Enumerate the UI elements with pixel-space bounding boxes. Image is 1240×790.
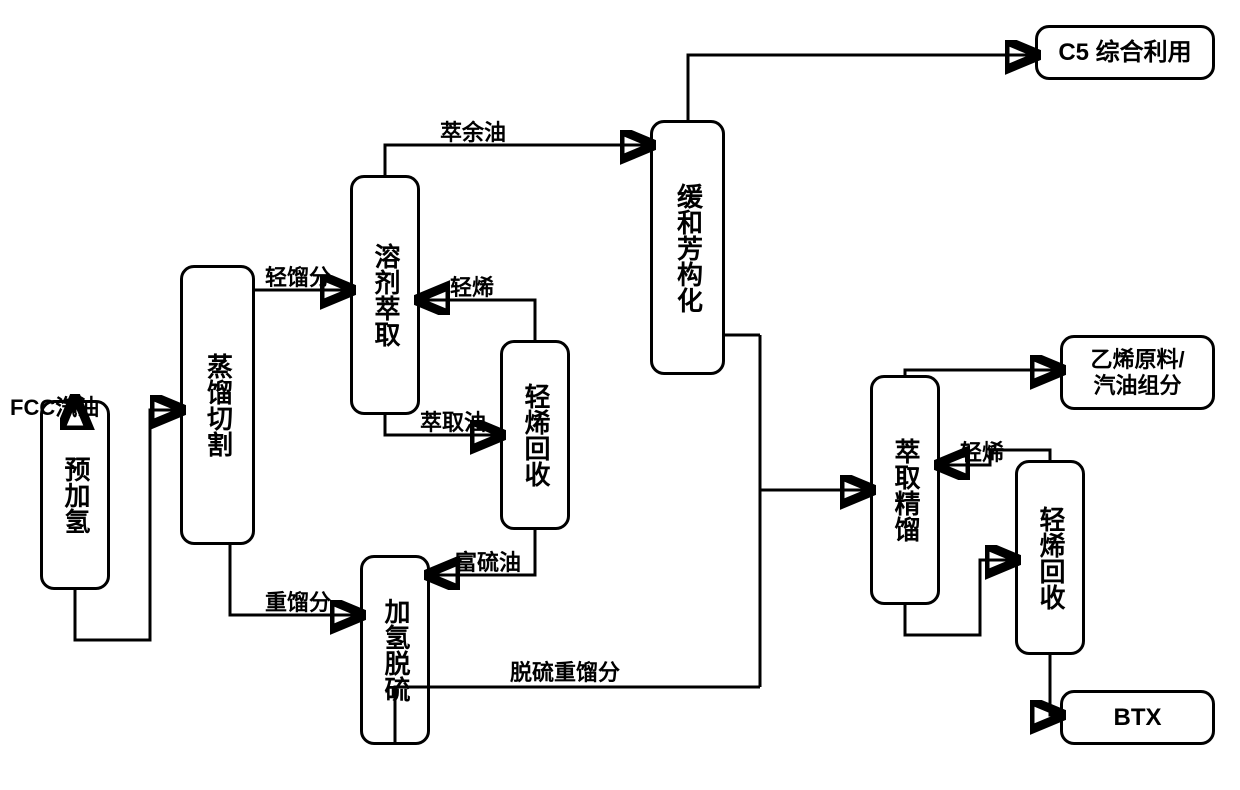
node-output-c5: C5 综合利用: [1035, 25, 1215, 80]
node-output-ethyl-label: 乙烯原料/ 汽油组分: [1090, 347, 1184, 398]
node-extdist-label: 萃取精馏: [890, 438, 920, 542]
node-mildarom: 缓和芳构化: [650, 120, 725, 375]
node-prehydro-label: 预加氢: [60, 456, 90, 534]
node-output-btx: BTX: [1060, 690, 1215, 745]
label-sulfur-oil: 富硫油: [455, 545, 521, 577]
label-raffinate: 萃余油: [440, 115, 506, 147]
node-hydrodes-label: 加氢脱硫: [380, 598, 410, 702]
label-light-olef2: 轻烯: [960, 435, 1004, 467]
node-distcut-label: 蒸馏切割: [203, 353, 233, 457]
node-lightrec2: 轻烯回收: [1015, 460, 1085, 655]
node-distcut: 蒸馏切割: [180, 265, 255, 545]
label-extract-oil: 萃取油: [420, 405, 486, 437]
node-output-btx-label: BTX: [1114, 704, 1162, 732]
node-solvext-label: 溶剂萃取: [370, 243, 400, 347]
node-lightrec1-label: 轻烯回收: [520, 383, 550, 487]
node-hydrodes: 加氢脱硫: [360, 555, 430, 745]
label-heavy-frac: 重馏分: [265, 585, 331, 617]
node-solvext: 溶剂萃取: [350, 175, 420, 415]
node-lightrec2-label: 轻烯回收: [1035, 506, 1065, 610]
label-input: FCC汽油: [10, 390, 99, 422]
node-output-c5-label: C5 综合利用: [1058, 39, 1191, 67]
label-light-olef1: 轻烯: [450, 270, 494, 302]
node-lightrec1: 轻烯回收: [500, 340, 570, 530]
label-desulf-heavy: 脱硫重馏分: [510, 655, 620, 687]
label-light-frac: 轻馏分: [265, 260, 331, 292]
node-output-ethyl: 乙烯原料/ 汽油组分: [1060, 335, 1215, 410]
node-extdist: 萃取精馏: [870, 375, 940, 605]
node-mildarom-label: 缓和芳构化: [673, 183, 703, 313]
node-prehydro: 预加氢: [40, 400, 110, 590]
